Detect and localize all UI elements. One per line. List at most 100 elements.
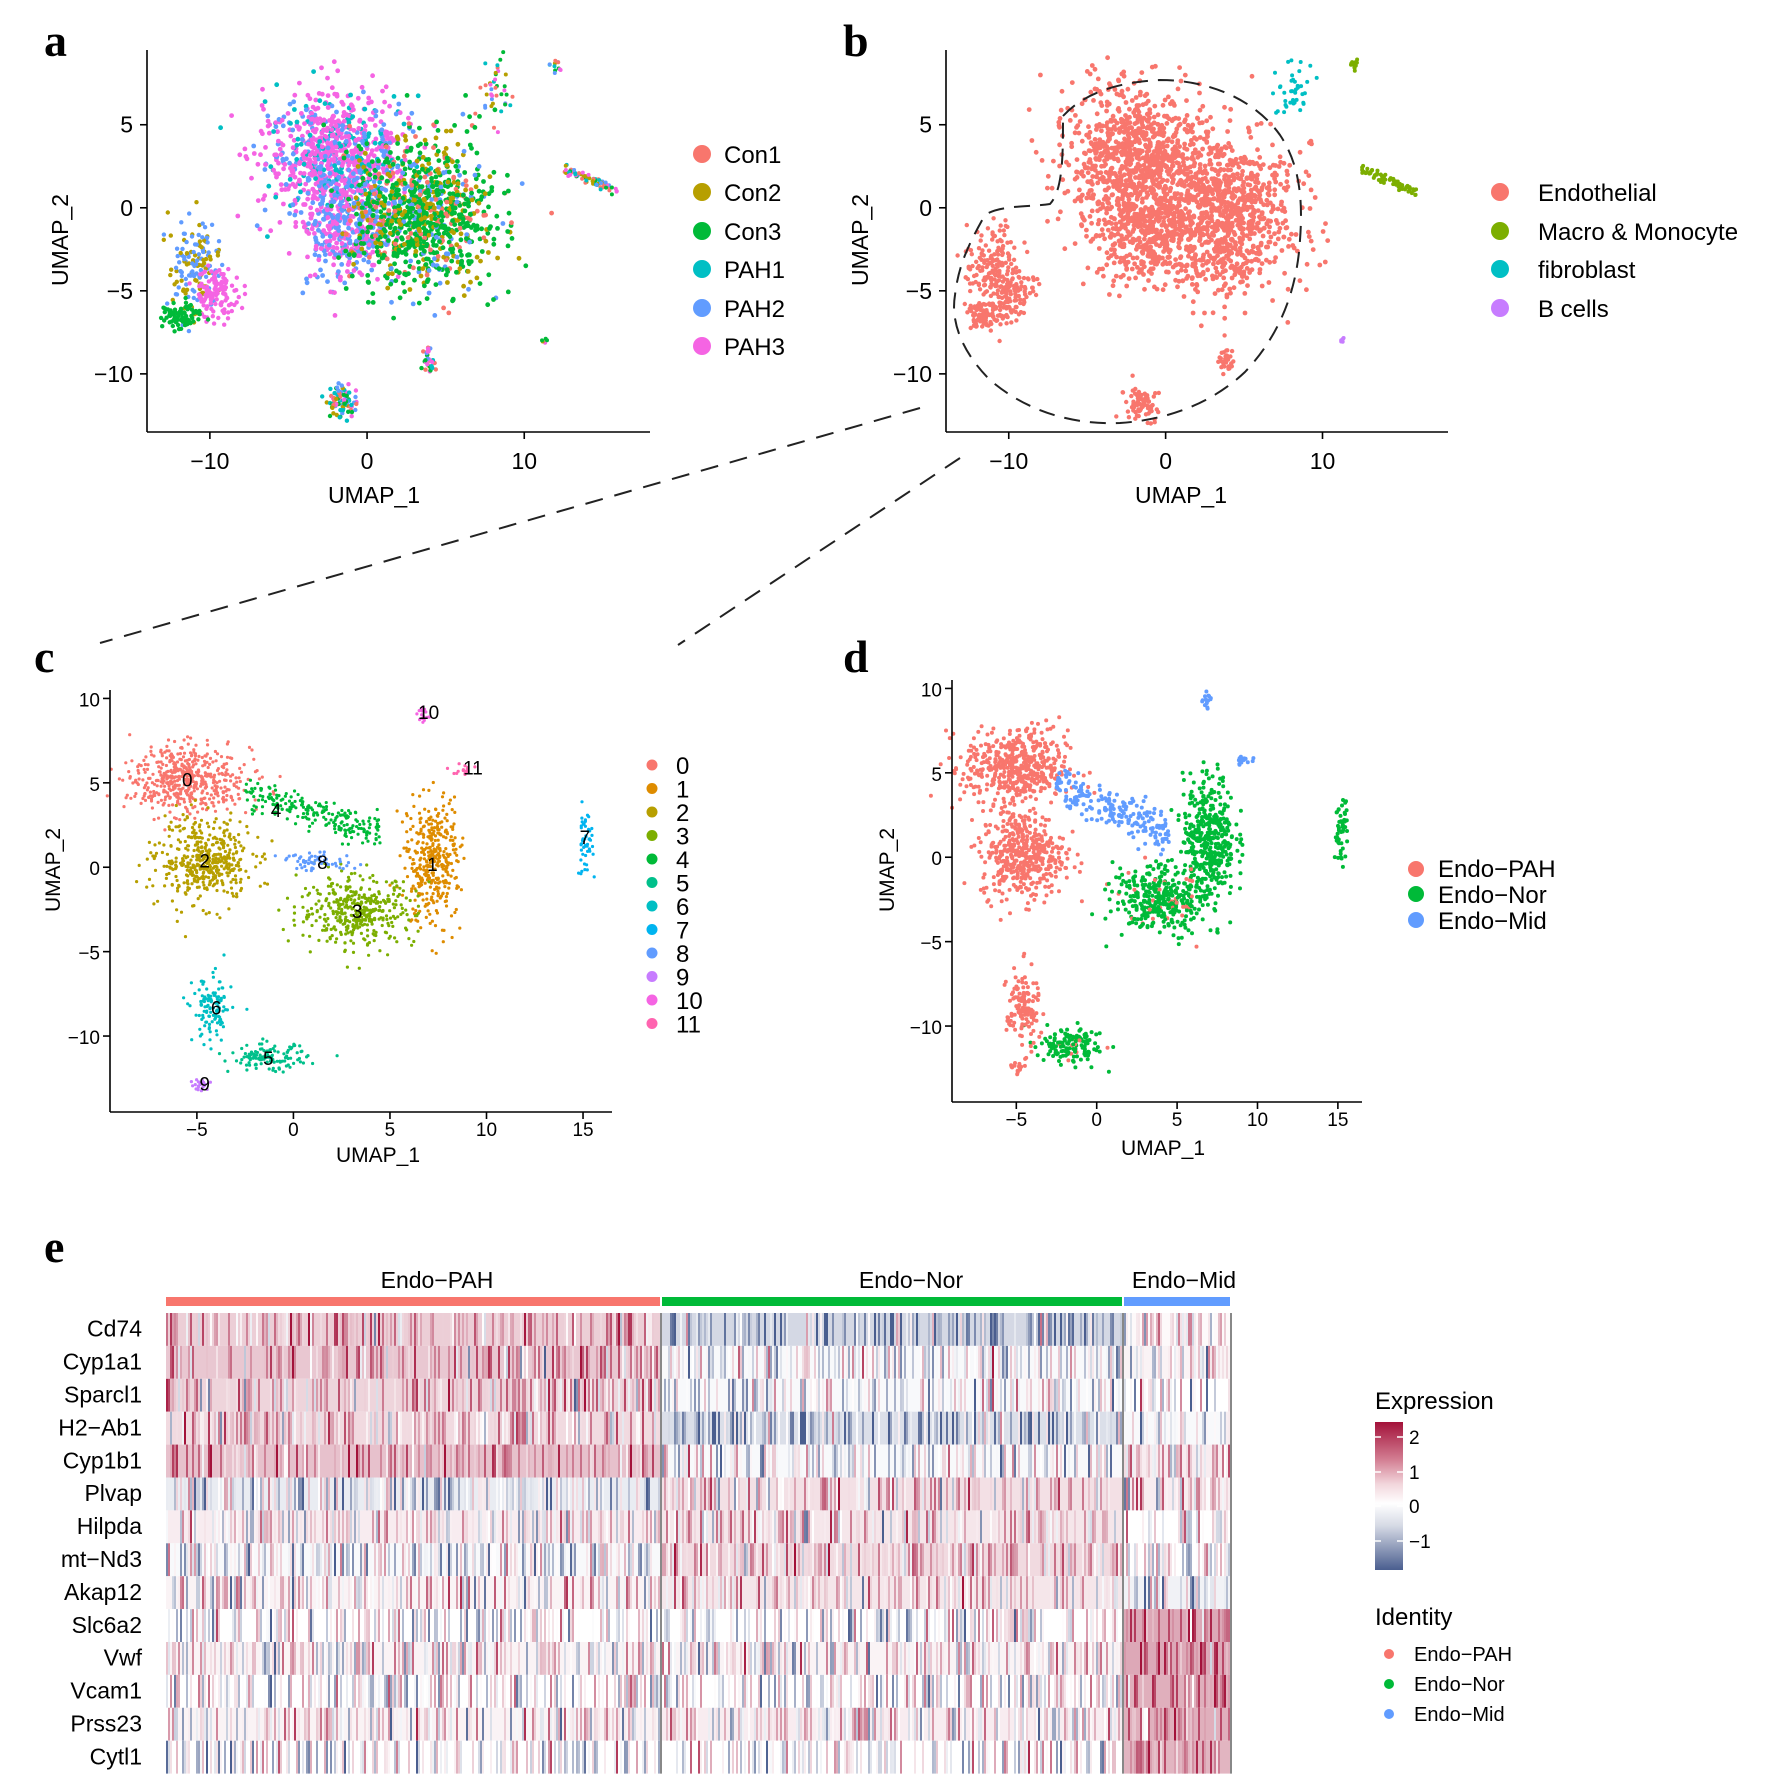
zoom-connector-left (99, 407, 921, 644)
b-fibroblast (1271, 58, 1319, 115)
panel-d-xtick-0: 0 (1091, 1110, 1102, 1131)
c-cluster-5 (217, 1037, 339, 1074)
heatmap-row-9 (166, 1609, 1230, 1642)
identity-legend-title: Identity (1375, 1604, 1452, 1631)
panel-b-points (955, 55, 1419, 426)
heatmap-group-bar-pah (166, 1297, 660, 1306)
legend-b-swatch-bcells (1491, 299, 1509, 317)
panel-b-ticks (939, 123, 1324, 439)
legend-c-swatch-11 (646, 1018, 658, 1029)
legend-c-label-11: 11 (676, 1012, 701, 1039)
colorbar-label-0: 0 (1409, 1497, 1420, 1518)
c-cluster-8 (273, 850, 363, 873)
panel-a-xlabel: UMAP_1 (328, 482, 420, 508)
legend-a-con1: Con1 (724, 142, 781, 169)
identity-label-mid: Endo−Mid (1414, 1704, 1505, 1726)
endothelial-selection-outline (953, 78, 1302, 425)
legend-c-swatch-5 (646, 877, 658, 888)
d-pah-small (1002, 951, 1046, 1068)
colorbar-label-neg1: −1 (1409, 1532, 1431, 1553)
heatmap-group-bar-mid (1124, 1297, 1230, 1306)
legend-a-swatch-pah3 (693, 337, 711, 355)
legend-c-swatch-4 (646, 853, 658, 865)
gene-label-10: Vwf (104, 1645, 143, 1671)
panel-c-xtick-5: 5 (385, 1120, 396, 1141)
legend-c-label-10: 10 (676, 988, 703, 1015)
gene-label-8: Akap12 (64, 1579, 142, 1605)
heatmap-gene-labels: Cd74 Cyp1a1 Sparcl1 H2−Ab1 Cyp1b1 Plvap Hilpda… (58, 1316, 142, 1770)
legend-d-mid: Endo−Mid (1438, 908, 1547, 935)
legend-c-label-4: 4 (676, 847, 689, 874)
panel-b-legend: Endothelial Macro & Monocyte fibroblast … (1491, 180, 1738, 323)
identity-label-pah: Endo−PAH (1414, 1644, 1512, 1666)
c-cluster-9 (189, 1078, 212, 1093)
panel-c-points (105, 705, 596, 1093)
panel-d-ytick-neg5: −5 (920, 934, 942, 955)
b-endo-right (1045, 73, 1331, 329)
identity-swatch-pah (1384, 1649, 1394, 1659)
panel-c-ytick-0: 0 (89, 859, 100, 880)
panel-a-letter: a (44, 15, 67, 66)
legend-a-pah3: PAH3 (724, 334, 785, 361)
panel-a-points (158, 50, 619, 423)
legend-b-fibroblast: fibroblast (1538, 257, 1636, 284)
panel-c-xtick-0: 0 (288, 1120, 299, 1141)
legend-c-swatch-0 (646, 759, 658, 771)
panel-c-ytick-neg5: −5 (78, 944, 100, 965)
legend-b-swatch-macro (1491, 222, 1509, 240)
legend-d-swatch-pah (1408, 861, 1424, 877)
panel-e-letter: e (44, 1221, 64, 1272)
d-pah-dot (1009, 1061, 1027, 1077)
legend-b-macro: Macro & Monocyte (1538, 219, 1738, 246)
c-cluster-10 (415, 705, 431, 724)
panel-b-ylabel: UMAP_2 (847, 194, 873, 286)
heatmap-group-bar-nor (662, 1297, 1122, 1306)
panel-d-letter: d (843, 631, 869, 682)
cluster-small-left-con3 (158, 295, 211, 334)
expression-legend-title: Expression (1375, 1388, 1494, 1415)
legend-a-con3: Con3 (724, 219, 781, 246)
panel-c-ticks (103, 697, 584, 1119)
colorbar-label-1: 1 (1409, 1463, 1420, 1484)
heatmap-body (166, 1313, 1232, 1774)
panel-b: b −10 0 10 5 0 −5 −10 UMAP_1 UMAP_2 Endo… (843, 15, 1738, 508)
gene-label-12: Prss23 (70, 1710, 142, 1736)
heatmap-group-label-nor: Endo−Nor (859, 1267, 964, 1293)
heatmap-row-11 (166, 1674, 1230, 1708)
legend-b-endothelial: Endothelial (1538, 180, 1657, 207)
cluster-label-7: 7 (580, 828, 591, 849)
panel-b-ytick-0: 0 (919, 195, 932, 221)
cluster-bottom (320, 381, 359, 423)
panel-d-xtick-neg5: −5 (1005, 1110, 1027, 1131)
cluster-dot (540, 336, 549, 345)
b-endo-small-mid (981, 249, 1042, 344)
legend-a-swatch-pah2 (693, 299, 711, 317)
heatmap-row-1 (166, 1345, 1230, 1379)
legend-d-swatch-mid (1408, 912, 1424, 928)
c-cluster-0 (105, 733, 282, 832)
panel-c-ytick-10: 10 (79, 690, 100, 711)
gene-label-2: Sparcl1 (64, 1381, 142, 1407)
heatmap-row-10 (166, 1642, 1230, 1675)
heatmap-row-7 (166, 1543, 1230, 1577)
legend-b-bcells: B cells (1538, 296, 1609, 323)
b-bcells (1339, 336, 1346, 344)
d-nor-far (1332, 798, 1350, 869)
gene-label-3: H2−Ab1 (58, 1414, 142, 1440)
d-nor-lower (1090, 850, 1233, 949)
colorbar-label-2: 2 (1409, 1428, 1420, 1449)
panel-a-ytick-neg5: −5 (107, 278, 133, 304)
legend-d-swatch-nor (1408, 886, 1424, 902)
gene-label-6: Hilpda (77, 1513, 142, 1539)
legend-c-label-8: 8 (676, 941, 689, 968)
legend-a-con2: Con2 (724, 180, 781, 207)
gene-label-1: Cyp1a1 (63, 1349, 142, 1375)
legend-c-label-9: 9 (676, 965, 689, 992)
legend-c-label-7: 7 (676, 918, 689, 945)
legend-c-swatch-1 (646, 783, 658, 794)
legend-d-nor: Endo−Nor (1438, 882, 1547, 909)
cluster-con (310, 93, 554, 321)
panel-e: e Endo−PAH Endo−Nor Endo−Mid Cd74 Cyp1a1 S… (44, 1221, 1512, 1774)
